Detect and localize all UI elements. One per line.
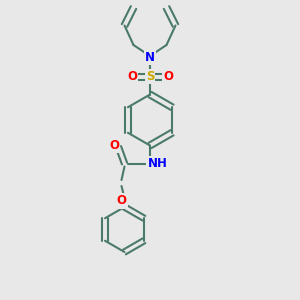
Text: O: O <box>163 70 173 83</box>
Text: S: S <box>146 70 154 83</box>
Text: NH: NH <box>148 157 167 170</box>
Text: O: O <box>116 194 127 208</box>
Text: N: N <box>145 50 155 64</box>
Text: O: O <box>127 70 137 83</box>
Text: O: O <box>109 139 119 152</box>
